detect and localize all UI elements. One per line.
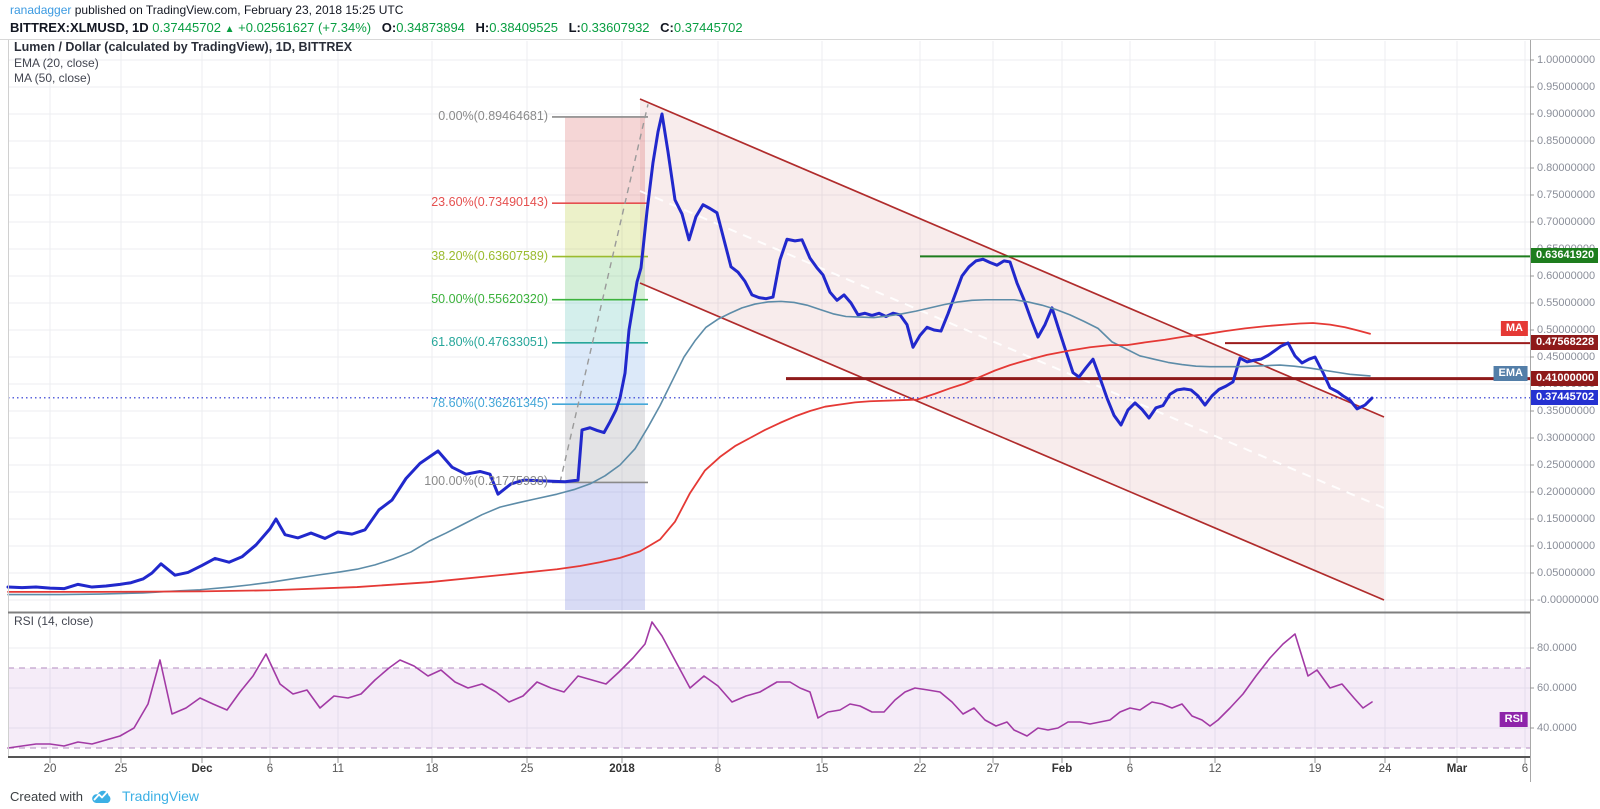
price-change: +0.02561627 (+7.34%) [238,20,372,35]
time-axis-label: 8 [714,763,722,775]
level-price-badge: 0.63641920 [1531,248,1598,264]
price-axis-label: 0.75000000 [1537,189,1596,201]
time-axis-label: 15 [815,763,829,775]
up-arrow-icon: ▲ [224,24,235,35]
time-axis-label: 25 [114,763,128,775]
fib-level-label: 0.00%(0.89464681) [438,108,548,123]
legend-ma[interactable]: MA (50, close) [14,71,91,85]
price-axis-label: 0.60000000 [1537,270,1596,282]
fib-level-label: 78.60%(0.36261345) [431,396,548,411]
current-price-badge: 0.37445702 [1531,389,1598,405]
open-label: O: [381,20,397,35]
price-axis-label: 0.70000000 [1537,216,1596,228]
time-axis-label: 18 [425,763,439,775]
time-axis-label: 6 [1126,763,1134,775]
price-axis-label: 0.25000000 [1537,459,1596,471]
byline-text: published on TradingView.com, February 2… [71,3,404,17]
symbol-name: BITTREX:XLMUSD, 1D [10,20,149,35]
time-axis-label: 19 [1308,763,1322,775]
footer: Created with TradingView [10,788,199,804]
price-axis-label: 0.45000000 [1537,351,1596,363]
time-axis-label: Feb [1051,763,1073,775]
series-MA (50, close) [7,322,1371,593]
fib-level-label: 38.20%(0.63607589) [431,248,548,263]
time-axis-label: 2018 [609,763,635,775]
high-label: H: [475,20,490,35]
price-axis-label: 0.95000000 [1537,81,1596,93]
price-axis-label: 0.80000000 [1537,162,1596,174]
last-price: 0.37445702 [152,20,221,35]
rsi-axis-label: 60.0000 [1537,682,1577,694]
tradingview-brand-link[interactable]: TradingView [121,788,200,804]
high-value: 0.38409525 [489,20,558,35]
rsi-axis-label: 40.0000 [1537,722,1577,734]
time-axis-label: 12 [1208,763,1222,775]
ma-plot-badge: MA [1500,320,1528,336]
price-axis-label: 0.50000000 [1537,324,1596,336]
level-price-badge: 0.41000000 [1531,370,1598,386]
username-link[interactable]: ranadagger [10,3,72,17]
time-axis-label: 25 [520,763,534,775]
fib-level-label: 61.80%(0.47633051) [431,334,548,349]
time-axis-label: 24 [1378,763,1392,775]
price-axis-label: 1.00000000 [1537,54,1596,66]
price-axis-label: 0.05000000 [1537,567,1596,579]
header: ranadagger published on TradingView.com,… [10,2,743,38]
price-axis-label: 0.30000000 [1537,432,1596,444]
time-axis-label: 6 [1521,763,1529,775]
time-axis-label: 27 [986,763,1000,775]
time-axis-label: 22 [913,763,927,775]
byline: ranadagger published on TradingView.com,… [10,2,743,19]
legend-ema[interactable]: EMA (20, close) [14,56,99,70]
series-EMA (20, close) [7,298,1371,596]
time-axis-label: Dec [191,763,213,775]
fib-level-label: 100.00%(0.21775938) [424,474,548,489]
fib-level-label: 50.00%(0.55620320) [431,291,548,306]
series-close [6,112,1374,591]
price-axis-label: 0.20000000 [1537,486,1596,498]
symbol-line: BITTREX:XLMUSD, 1D 0.37445702 ▲ +0.02561… [10,19,743,38]
ema-plot-badge: EMA [1493,366,1528,382]
time-axis-label: Mar [1446,763,1468,775]
legend-rsi[interactable]: RSI (14, close) [14,614,94,628]
level-price-badge: 0.47568228 [1531,335,1598,351]
tradingview-logo [92,790,111,803]
low-label: L: [568,20,581,35]
created-with-text: Created with [10,788,83,804]
price-axis-label: 0.10000000 [1537,540,1596,552]
series-RSI (14, close) [7,621,1373,749]
fib-level-label: 23.60%(0.73490143) [431,195,548,210]
rsi-axis-label: 80.0000 [1537,642,1577,654]
open-value: 0.34873894 [396,20,465,35]
price-axis-label: 0.35000000 [1537,405,1596,417]
close-label: C: [660,20,674,35]
chart-title[interactable]: Lumen / Dollar (calculated by TradingVie… [14,40,353,54]
price-axis-label: 0.85000000 [1537,135,1596,147]
time-axis-label: 11 [332,763,344,775]
price-axis-label: 0.55000000 [1537,297,1596,309]
price-axis-label: 0.15000000 [1537,513,1596,525]
close-value: 0.37445702 [673,20,743,35]
low-value: 0.33607932 [580,20,650,35]
price-axis-label: -0.00000000 [1537,594,1599,606]
time-axis-label: 6 [266,763,274,775]
rsi-plot-badge: RSI [1499,712,1528,727]
time-axis-label: 20 [43,763,57,775]
price-axis-label: 0.90000000 [1537,108,1596,120]
